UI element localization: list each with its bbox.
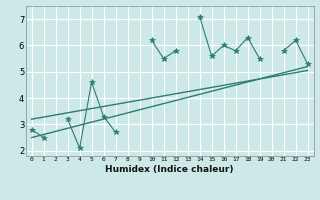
X-axis label: Humidex (Indice chaleur): Humidex (Indice chaleur) — [105, 165, 234, 174]
